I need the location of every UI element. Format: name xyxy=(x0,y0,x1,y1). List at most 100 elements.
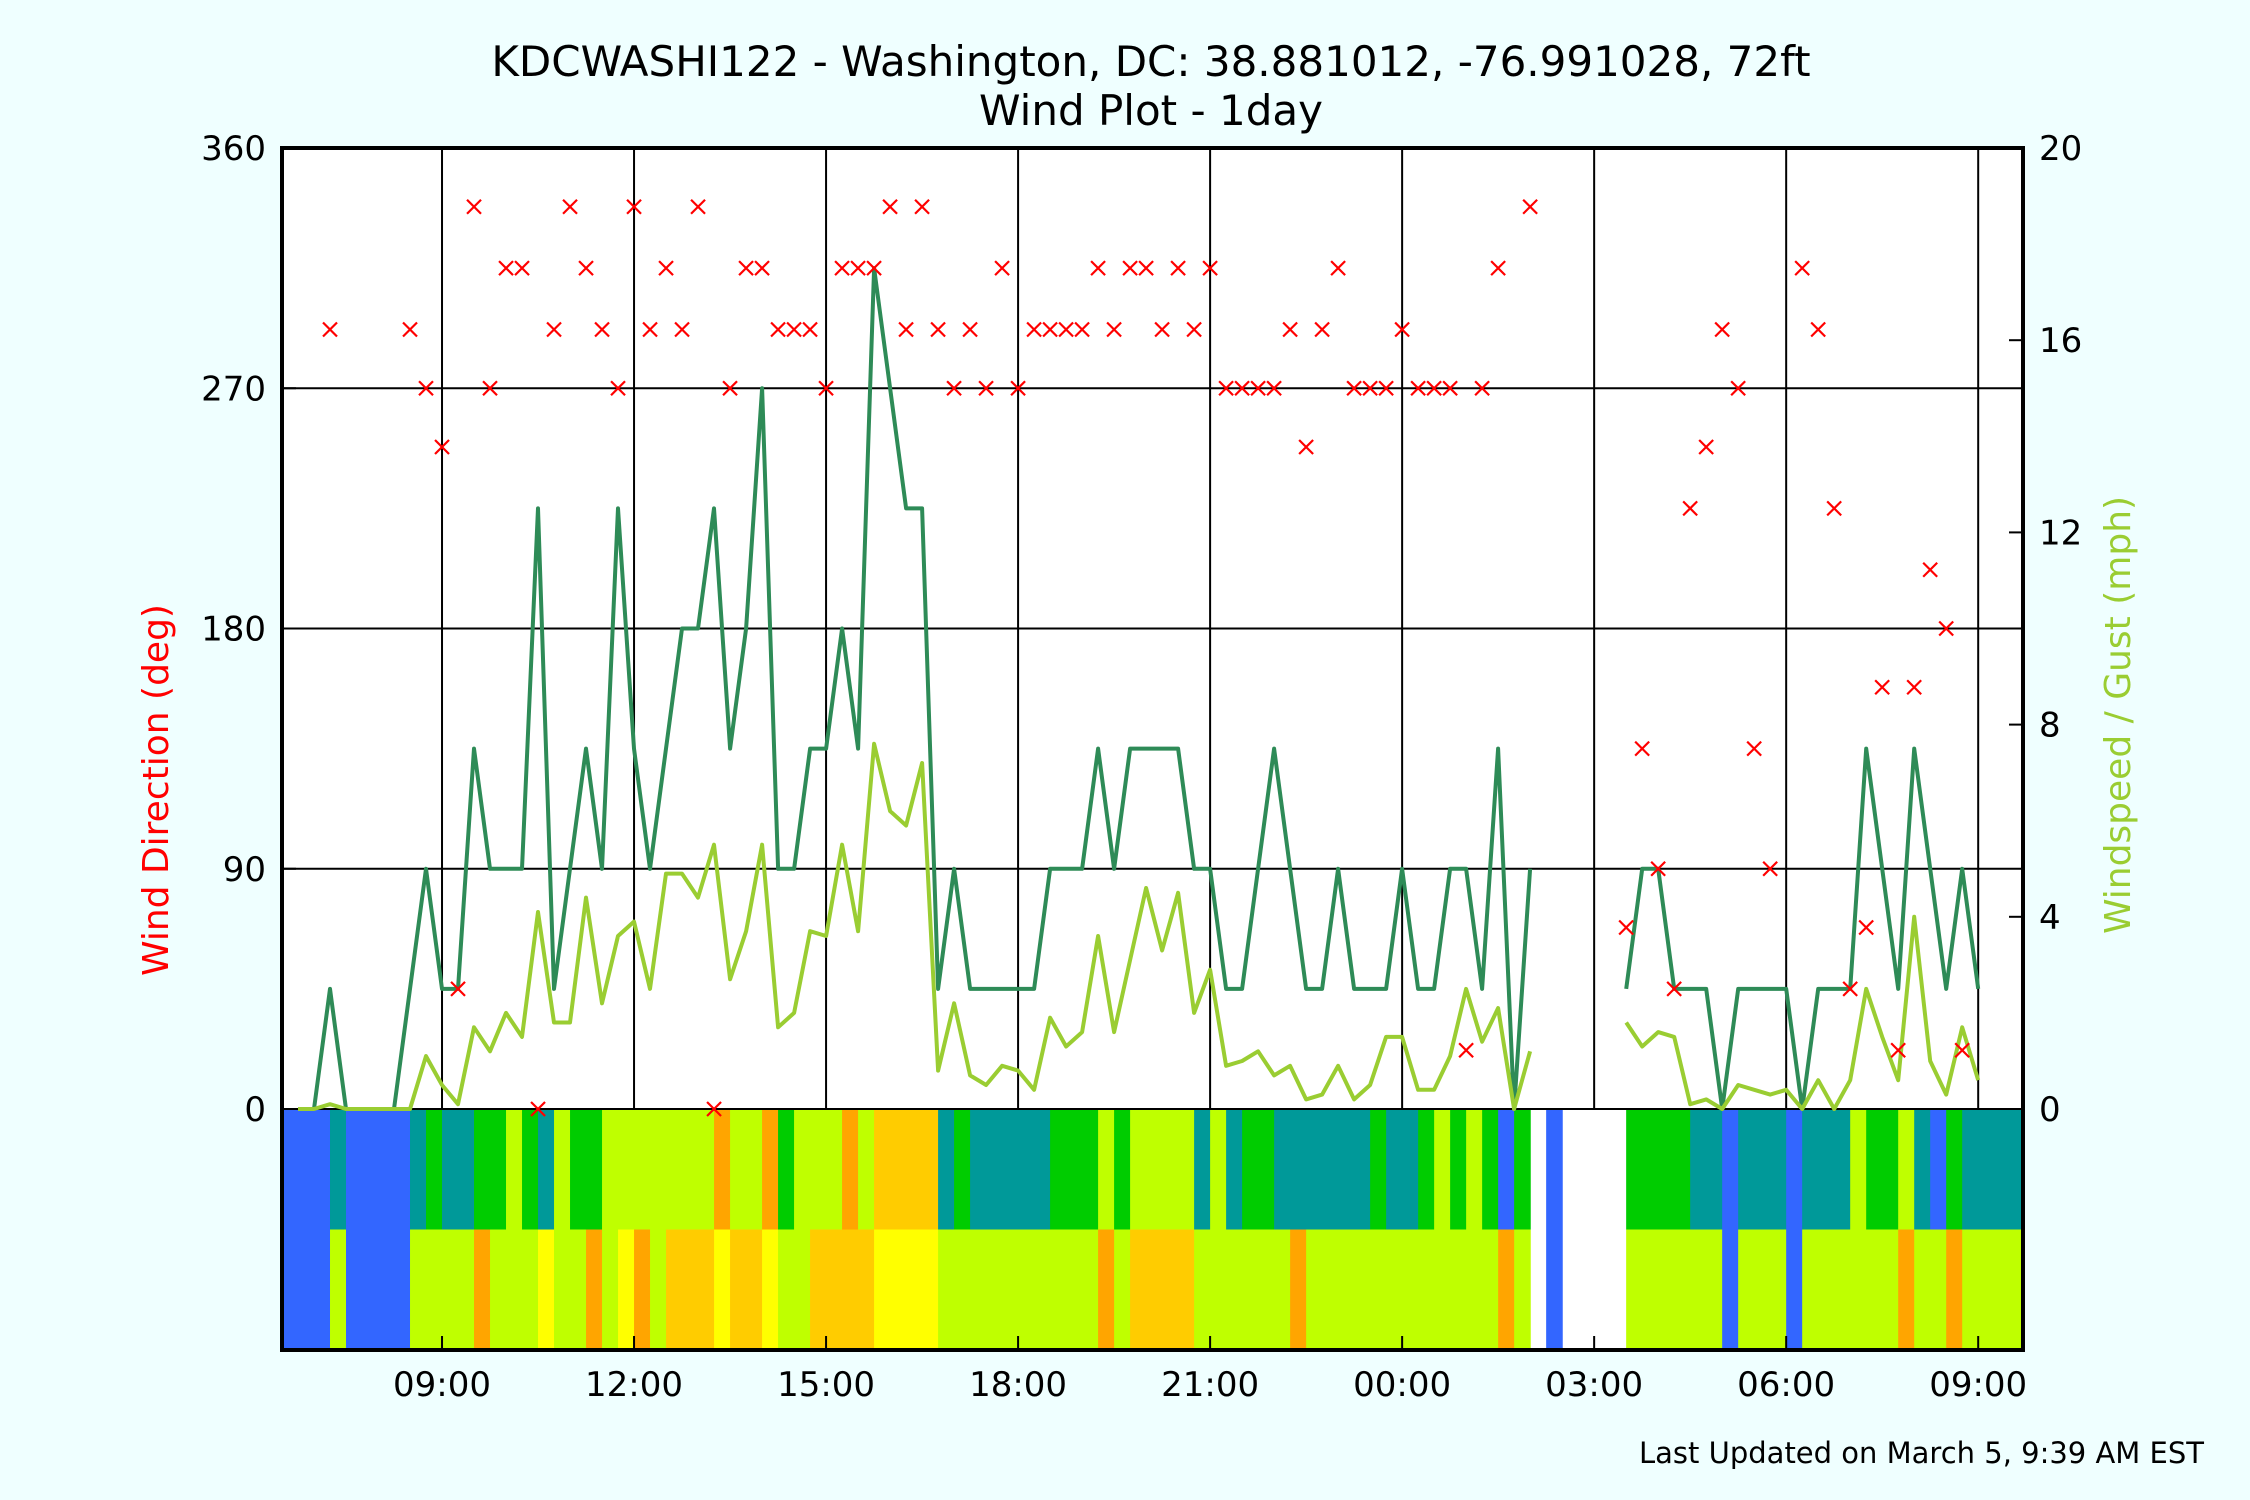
direction-band-segment xyxy=(1498,1109,1515,1230)
direction-point xyxy=(1794,260,1810,276)
direction-point xyxy=(1426,380,1442,397)
direction-band-segment xyxy=(1386,1109,1419,1230)
speed-band-segment xyxy=(1946,1229,1963,1350)
speed-band-segment xyxy=(1722,1229,1739,1350)
right-tick-label: 0 xyxy=(2039,1090,2061,1130)
direction-point xyxy=(1906,679,1922,696)
plot-frame xyxy=(280,146,2025,1352)
speed-band-segment xyxy=(346,1229,411,1350)
direction-band-segment xyxy=(346,1109,411,1230)
left-tick-label: 270 xyxy=(201,369,266,409)
direction-band-segment xyxy=(1914,1109,1931,1230)
direction-point xyxy=(674,321,690,338)
speed-band-segment xyxy=(1802,1229,1899,1350)
speed-band-segment xyxy=(1130,1229,1195,1350)
x-tick-label: 21:00 xyxy=(1161,1365,1259,1405)
direction-point xyxy=(994,260,1010,276)
speed-band-segment xyxy=(1738,1229,1787,1350)
direction-band-segment xyxy=(1626,1109,1691,1230)
direction-band-segment xyxy=(442,1109,475,1230)
right-tick-label: 20 xyxy=(2039,129,2082,169)
direction-band-segment xyxy=(1546,1109,1563,1230)
speed-band-segment xyxy=(874,1229,939,1350)
speed-band-segment xyxy=(490,1229,539,1350)
direction-point xyxy=(626,198,642,215)
speed-band-segment xyxy=(1962,1229,2024,1350)
direction-band-segment xyxy=(570,1109,603,1230)
direction-band-segment xyxy=(858,1109,875,1230)
direction-band-segment xyxy=(1194,1109,1211,1230)
direction-point xyxy=(850,260,866,276)
direction-point xyxy=(1474,380,1490,397)
direction-point xyxy=(1106,321,1122,338)
direction-point xyxy=(1746,740,1762,757)
direction-point xyxy=(1490,260,1506,276)
direction-point xyxy=(1138,260,1154,276)
direction-point xyxy=(1234,380,1250,397)
left-tick-label: 180 xyxy=(201,610,266,650)
speed-band-segment xyxy=(1626,1229,1723,1350)
direction-point xyxy=(450,981,466,997)
x-tick-label: 00:00 xyxy=(1353,1365,1451,1405)
direction-band-segment xyxy=(778,1109,795,1230)
direction-point xyxy=(1282,321,1298,338)
speed-band-segment xyxy=(1114,1229,1131,1350)
direction-point xyxy=(738,260,754,276)
speed-band-segment xyxy=(1098,1229,1115,1350)
direction-point xyxy=(1938,620,1954,637)
direction-band-segment xyxy=(1130,1109,1195,1230)
footer-updated: Last Updated on March 5, 9:39 AM EST xyxy=(1639,1436,2204,1470)
direction-point xyxy=(802,321,818,338)
direction-point xyxy=(466,198,482,215)
direction-point xyxy=(530,1101,546,1117)
direction-point xyxy=(1266,380,1282,397)
direction-point xyxy=(1618,919,1634,936)
right-tick-label: 4 xyxy=(2039,898,2061,938)
direction-point xyxy=(690,198,706,215)
direction-point xyxy=(1922,561,1938,578)
direction-band-segment xyxy=(602,1109,715,1230)
direction-band-segment xyxy=(1210,1109,1227,1230)
direction-point xyxy=(866,260,882,276)
direction-band-segment xyxy=(1450,1109,1467,1230)
speed-band-segment xyxy=(538,1229,555,1350)
direction-point xyxy=(1202,260,1218,276)
speed-band-segment xyxy=(474,1229,491,1350)
direction-band-segment xyxy=(730,1109,763,1230)
direction-point xyxy=(1682,500,1698,517)
right-tick-label: 16 xyxy=(2039,321,2082,361)
x-tick-label: 15:00 xyxy=(777,1365,875,1405)
direction-point xyxy=(1314,321,1330,338)
direction-point xyxy=(770,321,786,338)
left-tick-label: 0 xyxy=(244,1090,266,1130)
speed-band-segment xyxy=(586,1229,603,1350)
direction-point xyxy=(978,380,994,397)
direction-point xyxy=(1810,321,1826,338)
direction-point xyxy=(1362,380,1378,397)
direction-band-segment xyxy=(426,1109,443,1230)
direction-band-segment xyxy=(1722,1109,1739,1230)
speed-band-segment xyxy=(1498,1229,1515,1350)
x-tick-label: 09:00 xyxy=(1929,1365,2027,1405)
direction-point xyxy=(1058,321,1074,338)
direction-point xyxy=(706,1101,722,1117)
direction-band-segment xyxy=(1514,1109,1531,1230)
direction-point xyxy=(546,321,562,338)
direction-point xyxy=(1714,321,1730,338)
windspeed-line xyxy=(1624,914,1981,1111)
speed-band-segment xyxy=(1514,1229,1531,1350)
direction-point xyxy=(402,321,418,338)
speed-band-segment xyxy=(1546,1229,1563,1350)
direction-band-segment xyxy=(1738,1109,1787,1230)
speed-band-segment xyxy=(410,1229,475,1350)
direction-point xyxy=(1410,380,1426,397)
speed-band-segment xyxy=(1306,1229,1499,1350)
direction-point xyxy=(1026,321,1042,338)
direction-band-segment xyxy=(1370,1109,1387,1230)
speed-band-segment xyxy=(762,1229,779,1350)
plot-area: 0 90 180 270 360 0 4 8 12 16 20 09:00 12:00 15:00 18:0… xyxy=(201,129,2082,1405)
direction-point xyxy=(1826,500,1842,517)
direction-point xyxy=(1842,981,1858,997)
direction-point xyxy=(1186,321,1202,338)
direction-point xyxy=(1650,860,1666,877)
